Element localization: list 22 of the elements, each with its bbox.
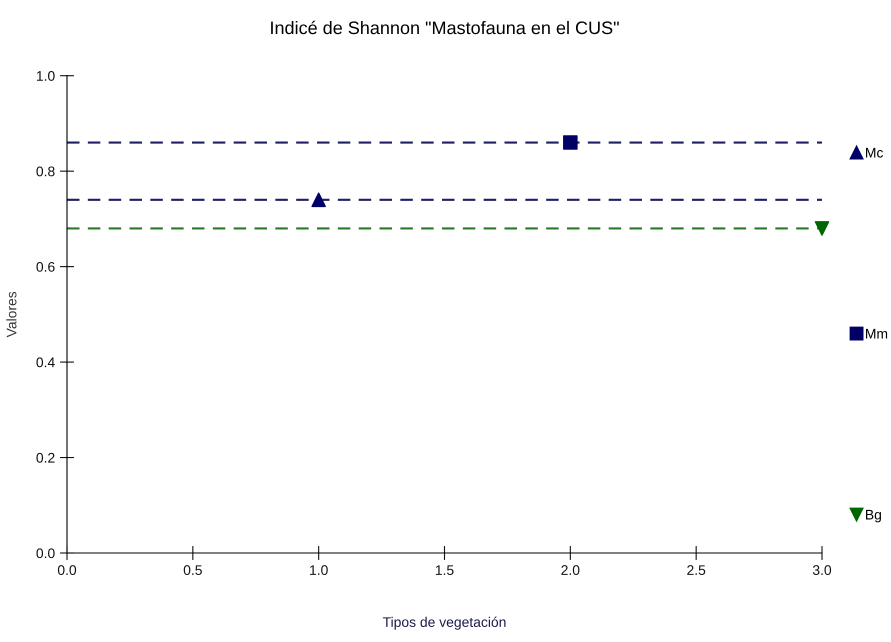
y-tick-label: 0.0 <box>36 548 55 558</box>
point <box>311 192 326 208</box>
y-axis-title: Valores <box>6 292 16 338</box>
legend-label: Mm <box>866 328 888 338</box>
x-tick-label: 3.0 <box>812 565 832 576</box>
x-tick-label: 0.5 <box>184 565 202 576</box>
x-tick-label: 1.0 <box>310 565 328 576</box>
point <box>814 221 830 236</box>
x-tick-label: 2.0 <box>561 565 580 576</box>
y-tick-label: 0.4 <box>36 357 55 368</box>
x-tick-label: 0.0 <box>58 565 76 576</box>
legend-label: Bg <box>866 510 881 522</box>
y-tick-label: 1.0 <box>36 71 55 81</box>
chart-title: Indicé de Shannon "Mastofauna en el CUS" <box>271 20 619 34</box>
y-tick-label: 0.6 <box>36 262 55 272</box>
point <box>563 135 578 150</box>
x-tick-label: 2.5 <box>687 565 706 576</box>
y-tick-label: 0.8 <box>36 166 55 176</box>
x-tick-label: 1.5 <box>436 565 454 576</box>
y-tick-label: 0.2 <box>36 452 54 463</box>
x-axis-title: Tipos de vegetación <box>382 616 506 630</box>
legend-label: Mc <box>866 148 884 158</box>
